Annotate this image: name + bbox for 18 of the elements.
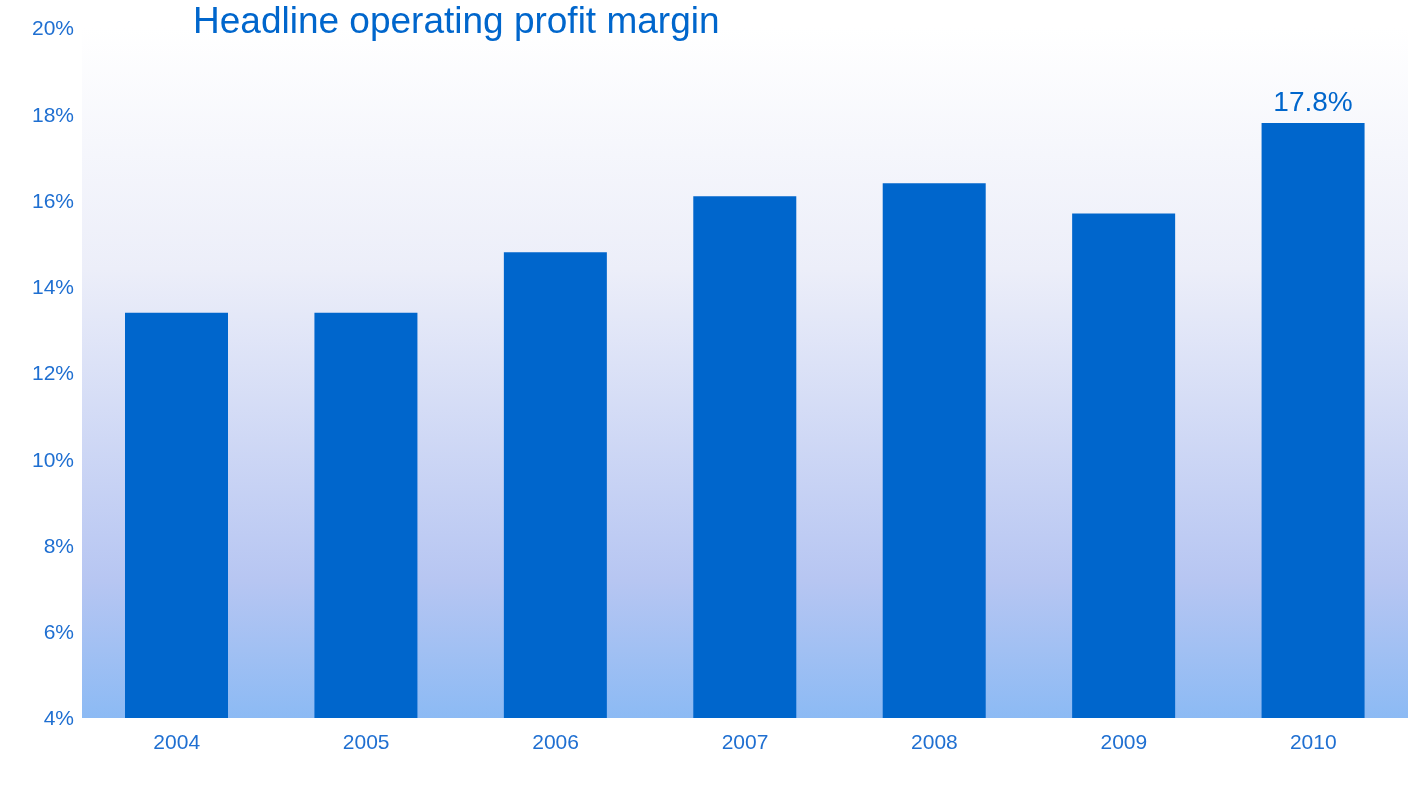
x-tick-label: 2007: [721, 729, 769, 753]
data-label: 17.8%: [1273, 85, 1353, 117]
x-tick-label: 2004: [153, 729, 201, 753]
y-tick-label: 16%: [31, 188, 74, 212]
y-tick-label: 6%: [43, 620, 74, 644]
y-tick-label: 18%: [31, 102, 74, 126]
y-tick-label: 8%: [43, 533, 74, 557]
y-tick-label: 10%: [31, 447, 74, 471]
y-tick-label: 4%: [43, 706, 74, 730]
x-tick-label: 2005: [342, 729, 390, 753]
x-tick-label: 2006: [532, 729, 579, 753]
y-tick-label: 20%: [31, 16, 74, 40]
y-tick-label: 12%: [31, 361, 74, 385]
x-tick-label: 2010: [1289, 729, 1337, 753]
y-tick-label: 14%: [31, 275, 74, 299]
x-tick-label: 2008: [911, 729, 958, 753]
chart-title: Headline operating profit margin: [193, 0, 720, 42]
x-tick-label: 2009: [1100, 729, 1148, 753]
